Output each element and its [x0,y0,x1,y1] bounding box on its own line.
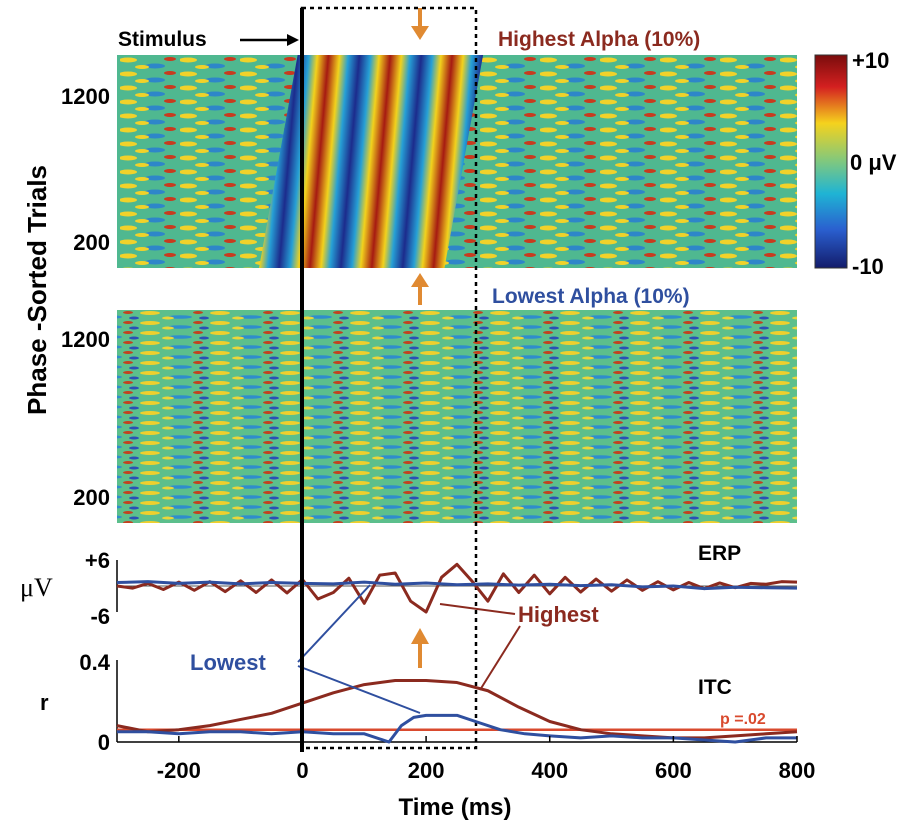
stimulus-arrowhead [287,34,299,46]
xtick-label-0: 0 [296,758,308,783]
heatmap-lowest-alpha [117,310,797,523]
itc-series-lowest [117,713,797,744]
xtick-label-800: 800 [779,758,816,783]
threshold-label: p =.02 [720,711,766,728]
erp-series-lowest [116,580,798,591]
series-annotations: Highest Lowest [190,584,599,714]
erp-title: ERP [698,542,741,565]
itc-panel: ITC 0.4 0 r p =.02 -200 0 200 400 600 800 Tim… [40,650,815,821]
xtick-label-600: 600 [655,758,692,783]
itc-ytick-04: 0.4 [79,650,110,675]
orange-arrow-erp [411,628,429,668]
ytick-mid-200: 200 [73,485,110,510]
annotation-highest: Highest [518,602,599,627]
xtick-label-400: 400 [531,758,568,783]
annotation-lowest: Lowest [190,650,266,675]
erp-ytick-plus6: +6 [85,548,110,573]
heatmap-top-evoked-stripes [259,55,484,268]
stimulus-label: Stimulus [118,28,207,51]
itc-ylabel: r [40,690,49,715]
orange-arrow-top [411,8,429,40]
xtick-label--200: -200 [157,758,201,783]
colorbar [814,54,848,269]
itc-title: ITC [698,676,732,699]
title-lowest-alpha: Lowest Alpha (10%) [492,285,690,308]
erp-series-highest [116,562,798,614]
erp-ylabel: μV [20,573,53,602]
colorbar-mid-label: 0 μV [850,150,897,175]
colorbar-max-label: +10 [852,48,889,73]
ytick-mid-1200: 1200 [61,327,110,352]
title-highest-alpha: Highest Alpha (10%) [498,28,700,51]
colorbar-min-label: -10 [852,254,884,279]
erp-ytick-minus6: -6 [90,604,110,629]
itc-ytick-0: 0 [98,730,110,755]
orange-arrow-middle [411,273,429,305]
ytick-top-1200: 1200 [61,84,110,109]
heatmap-highest-alpha [117,55,797,268]
highest-arrow-itc [479,625,521,691]
x-axis-label: Time (ms) [399,794,512,821]
lowest-arrow-erp [297,584,371,663]
xtick-label-200: 200 [408,758,445,783]
lowest-arrow-itc [297,665,421,714]
highest-arrow-erp [439,603,516,615]
heatmap-top-waves [259,55,484,268]
ytick-top-200: 200 [73,230,110,255]
y-axis-label-trials: Phase -Sorted Trials [22,165,52,415]
erp-panel: ERP +6 -6 μV [20,542,798,629]
